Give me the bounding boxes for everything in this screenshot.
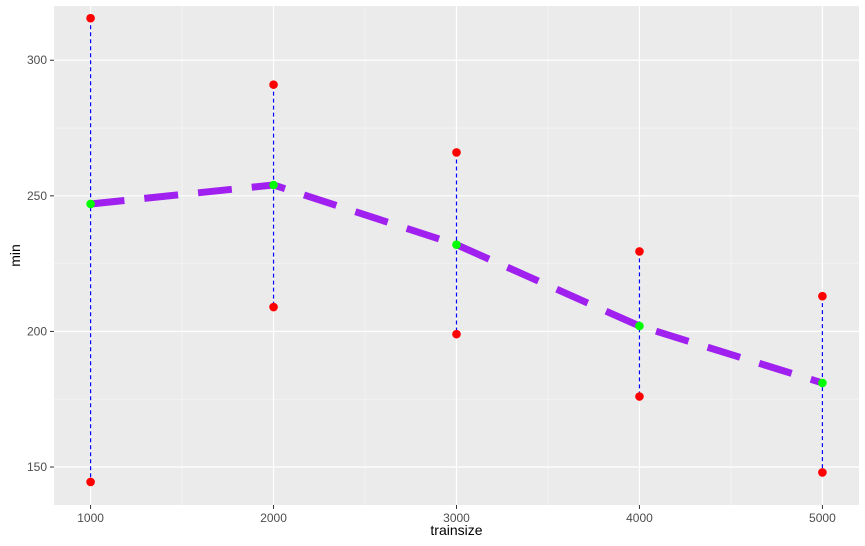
mean-point	[452, 240, 461, 249]
max-point	[818, 291, 827, 301]
min-point	[452, 329, 461, 339]
y-axis-title: min	[7, 244, 23, 267]
y-tick-label: 150	[27, 460, 47, 474]
y-tick-label: 300	[27, 53, 47, 67]
min-point	[818, 468, 827, 477]
min-point	[86, 477, 95, 487]
x-tick-label: 2000	[260, 511, 287, 525]
x-tick-label: 5000	[809, 511, 836, 525]
x-axis-ticks: 1000 2000 3000 4000 5000	[77, 505, 836, 525]
mean-line	[90, 181, 824, 387]
points	[86, 13, 827, 487]
mean-series-line	[90, 181, 824, 387]
mean-point	[818, 378, 827, 388]
y-axis-ticks: 150 200 250 300	[27, 53, 54, 474]
x-axis-title: trainsize	[430, 522, 482, 538]
mean-point	[635, 321, 644, 331]
x-tick-label: 1000	[77, 511, 104, 525]
y-tick-label: 250	[27, 189, 47, 203]
max-point	[452, 148, 461, 157]
max-point	[269, 80, 278, 89]
min-point	[269, 302, 278, 312]
min-point	[635, 392, 644, 401]
y-tick-label: 200	[27, 324, 47, 338]
max-point	[635, 247, 644, 256]
x-tick-label: 4000	[626, 511, 653, 525]
x-tick-label: 3000	[443, 511, 470, 525]
mean-point	[269, 180, 278, 190]
mean-point	[86, 199, 95, 209]
max-point	[86, 13, 95, 23]
